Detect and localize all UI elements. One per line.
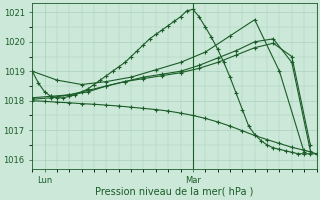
X-axis label: Pression niveau de la mer( hPa ): Pression niveau de la mer( hPa ) <box>95 187 253 197</box>
